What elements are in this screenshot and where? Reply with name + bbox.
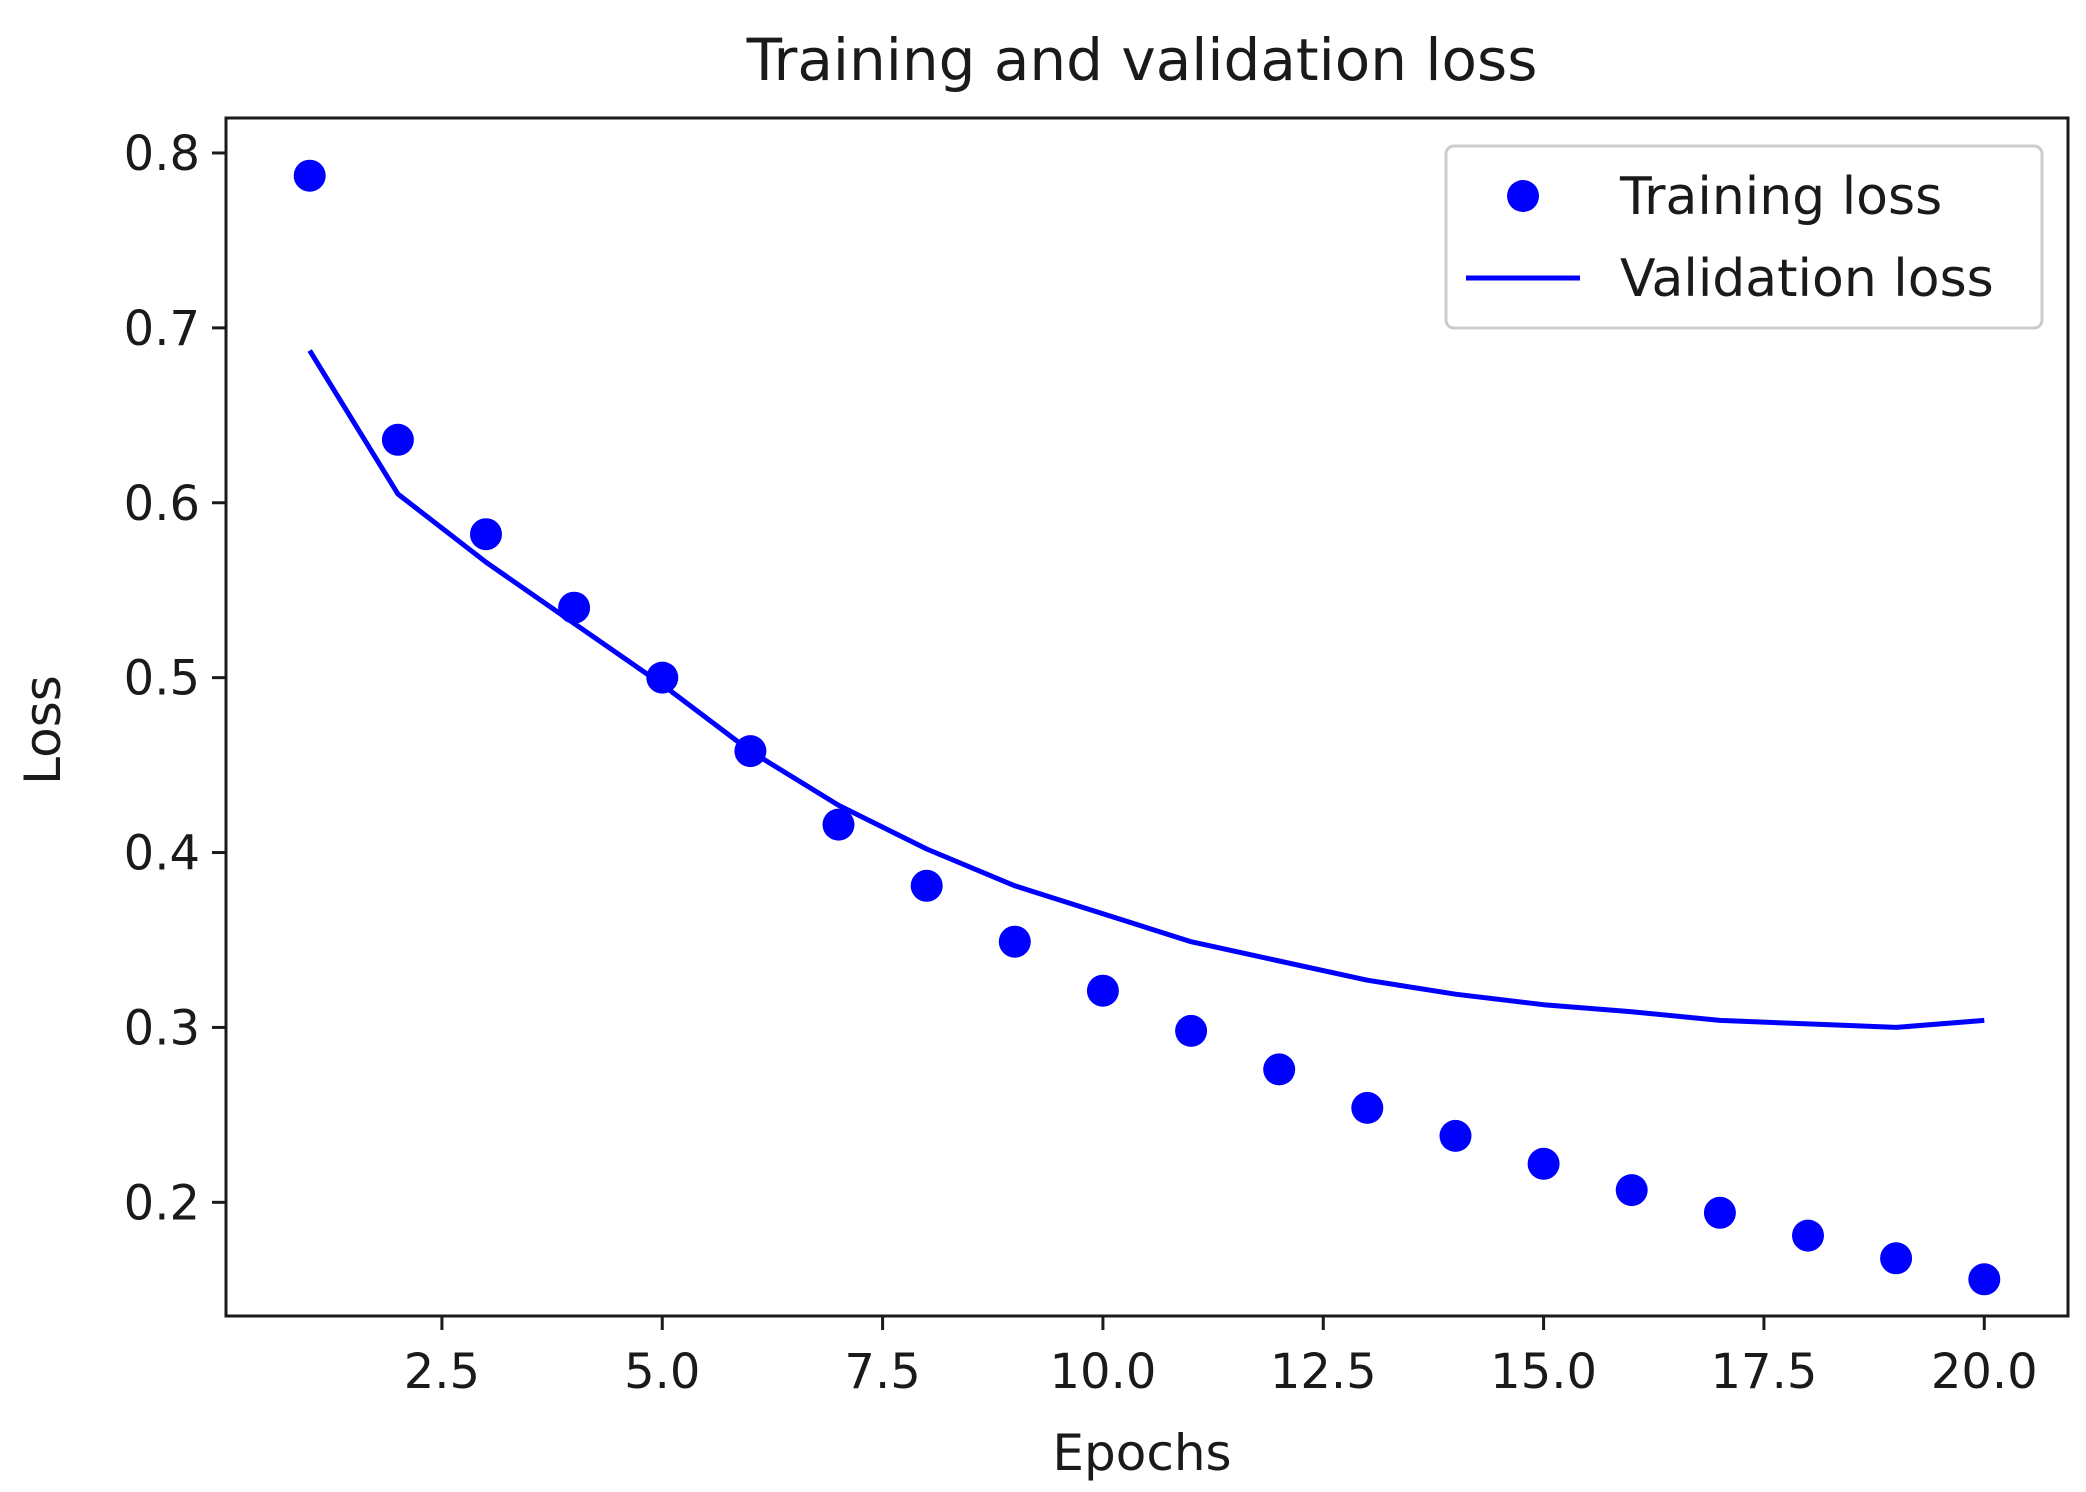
training-loss-point-7 xyxy=(822,808,855,841)
legend-marker-training xyxy=(1507,180,1539,212)
plot-area xyxy=(293,159,2001,1296)
x-axis-label: Epochs xyxy=(1052,1424,1231,1482)
x-tick-label: 5.0 xyxy=(624,1344,700,1400)
y-tick-label: 0.3 xyxy=(124,1000,200,1056)
y-tick-label: 0.7 xyxy=(124,301,200,357)
training-loss-point-1 xyxy=(293,159,326,192)
plot-frame xyxy=(224,116,2070,1318)
training-loss-point-2 xyxy=(381,423,414,456)
x-tick-label: 15.0 xyxy=(1490,1344,1597,1400)
x-tick-label: 17.5 xyxy=(1711,1344,1818,1400)
y-tick-label: 0.4 xyxy=(124,826,200,882)
y-axis-label: Loss xyxy=(14,675,72,785)
chart-title: Training and validation loss xyxy=(746,26,1538,94)
training-loss-point-6 xyxy=(734,735,767,768)
training-loss-point-5 xyxy=(646,661,679,694)
training-loss-point-16 xyxy=(1615,1174,1648,1207)
training-loss-point-18 xyxy=(1792,1219,1824,1252)
x-tick-label: 2.5 xyxy=(404,1344,480,1400)
y-tick-label: 0.8 xyxy=(124,126,200,182)
x-tick-label: 20.0 xyxy=(1931,1344,2038,1400)
training-loss-point-4 xyxy=(558,591,591,624)
training-loss-point-17 xyxy=(1703,1196,1736,1229)
x-tick-label: 12.5 xyxy=(1270,1344,1377,1400)
legend-label-validation: Validation loss xyxy=(1620,249,1994,309)
training-loss-point-11 xyxy=(1175,1014,1208,1047)
training-loss-point-12 xyxy=(1263,1053,1296,1086)
training-loss-point-9 xyxy=(998,925,1031,958)
training-loss-point-14 xyxy=(1439,1119,1472,1152)
y-tick-label: 0.2 xyxy=(124,1175,200,1231)
y-tick-label: 0.5 xyxy=(124,651,200,707)
y-tick-label: 0.6 xyxy=(124,476,200,532)
training-loss-point-8 xyxy=(910,869,943,902)
training-loss-point-15 xyxy=(1527,1147,1560,1180)
axes: 2.5 5.0 7.5 10.0 12.5 15.0 17.5 20.0 0.2 0.3 0.4 0.… xyxy=(124,116,2070,1400)
training-loss-point-10 xyxy=(1086,974,1119,1007)
x-tick-label: 10.0 xyxy=(1049,1344,1156,1400)
training-loss-point-19 xyxy=(1880,1242,1913,1275)
training-loss-point-3 xyxy=(470,518,502,551)
training-loss-point-13 xyxy=(1351,1091,1384,1124)
legend-label-training: Training loss xyxy=(1619,167,1942,227)
x-tick-label: 7.5 xyxy=(844,1344,920,1400)
training-loss-point-20 xyxy=(1968,1263,2001,1296)
validation-loss-line xyxy=(307,349,1985,1030)
legend: Training loss Validation loss xyxy=(1444,144,2044,330)
legend-box xyxy=(1444,144,2044,330)
